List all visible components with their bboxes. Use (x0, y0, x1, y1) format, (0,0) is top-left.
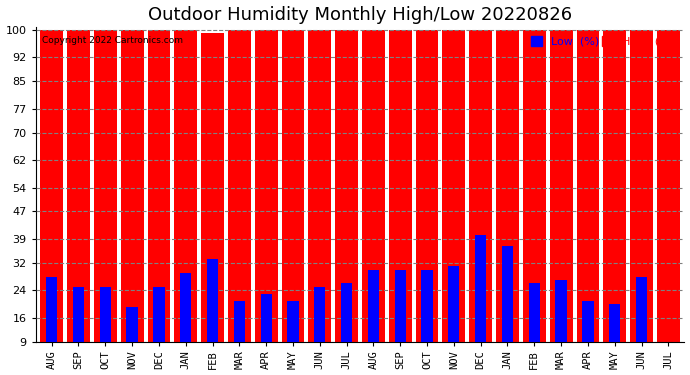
Bar (448, 266, 460, 372)
Bar (180, 273, 191, 372)
Bar (550, 30, 573, 372)
Bar (287, 300, 299, 372)
Bar (228, 30, 250, 372)
Bar (603, 30, 626, 372)
Bar (577, 30, 600, 372)
Bar (389, 30, 412, 372)
Bar (469, 30, 492, 372)
Bar (234, 300, 245, 372)
Bar (395, 270, 406, 372)
Bar (422, 270, 433, 372)
Bar (94, 30, 117, 372)
Bar (73, 287, 84, 372)
Bar (529, 284, 540, 372)
Bar (609, 304, 620, 372)
Bar (335, 30, 358, 372)
Bar (261, 294, 272, 372)
Bar (442, 30, 465, 372)
Bar (46, 277, 57, 372)
Bar (314, 287, 326, 372)
Bar (67, 30, 90, 372)
Bar (175, 30, 197, 372)
Bar (148, 30, 170, 372)
Title: Outdoor Humidity Monthly High/Low 20220826: Outdoor Humidity Monthly High/Low 202208… (148, 6, 572, 24)
Bar (555, 280, 566, 372)
Bar (657, 30, 680, 372)
Bar (415, 30, 438, 372)
Bar (502, 246, 513, 372)
Text: Copyright 2022 Cartronics.com: Copyright 2022 Cartronics.com (42, 36, 183, 45)
Legend: Low  (%), High  (%): Low (%), High (%) (526, 32, 679, 51)
Bar (255, 30, 277, 372)
Bar (582, 300, 593, 372)
Bar (308, 30, 331, 372)
Bar (126, 308, 138, 372)
Bar (282, 30, 304, 372)
Bar (630, 30, 653, 372)
Bar (153, 287, 164, 372)
Bar (341, 284, 352, 372)
Bar (121, 30, 144, 372)
Bar (523, 30, 546, 372)
Bar (99, 287, 111, 372)
Bar (40, 30, 63, 372)
Bar (475, 236, 486, 372)
Bar (362, 30, 385, 372)
Bar (636, 277, 647, 372)
Bar (201, 33, 224, 372)
Bar (496, 30, 519, 372)
Bar (207, 260, 218, 372)
Bar (368, 270, 379, 372)
